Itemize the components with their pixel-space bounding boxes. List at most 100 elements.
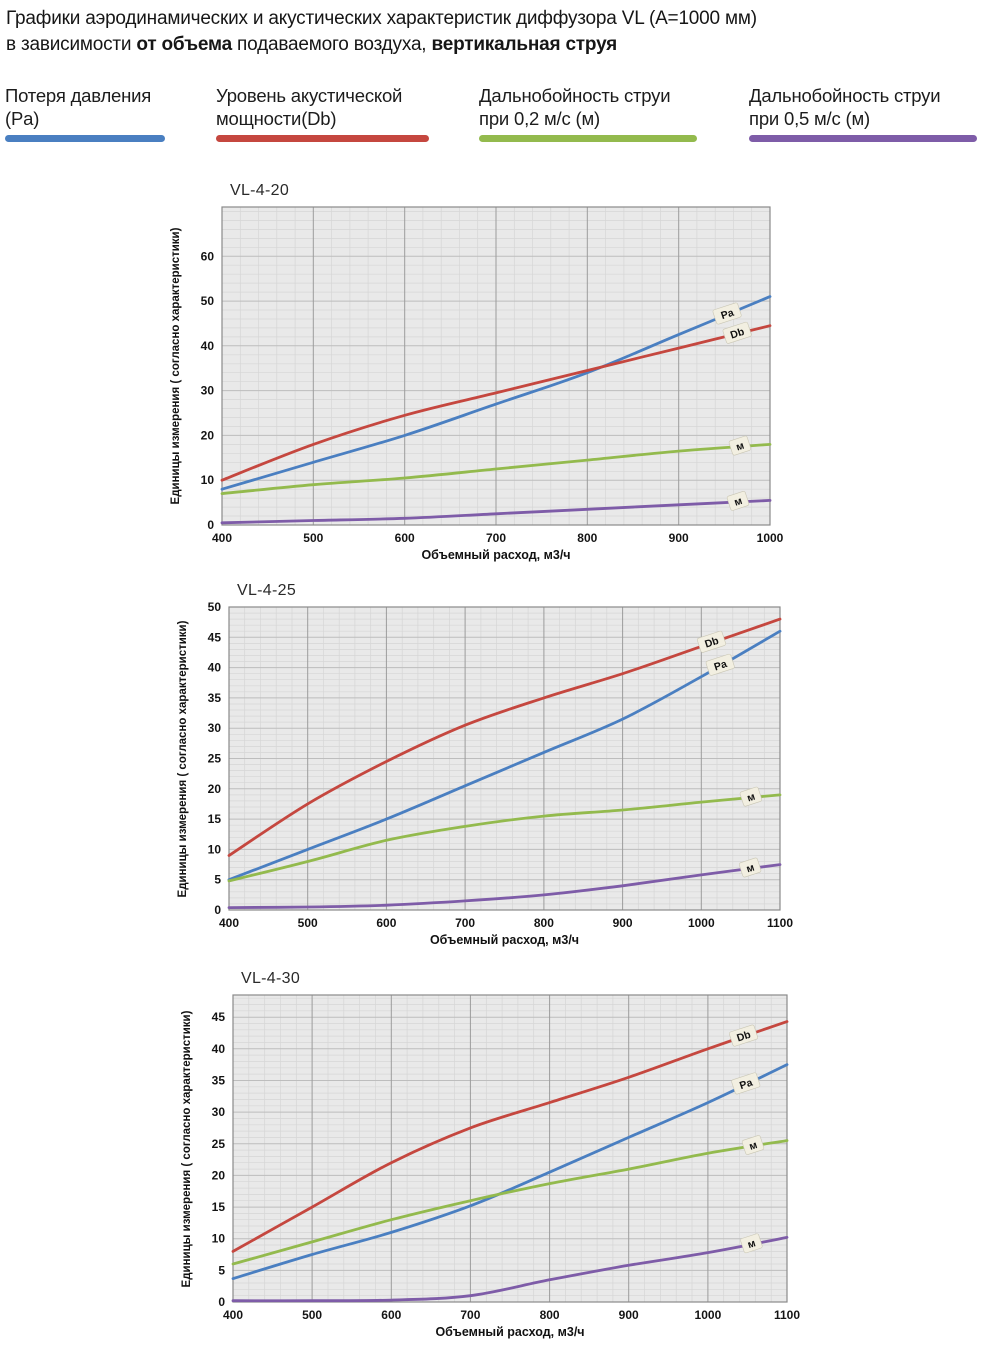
series-line-м — [231, 1139, 789, 1266]
x-tick-label: 1100 — [774, 1308, 800, 1322]
chart-title: VL-4-30 — [241, 970, 301, 987]
x-tick-label: 800 — [534, 916, 554, 930]
page-title-line2-text: в зависимости — [6, 34, 137, 55]
x-tick-label: 500 — [298, 916, 318, 930]
legend-label-line1: Дальнобойность струи — [479, 85, 671, 106]
series-label-Db: Db — [722, 321, 752, 344]
series-label-м: м — [740, 1233, 763, 1254]
x-tick-label: 1100 — [767, 916, 793, 930]
page-title-line2-bold1: от объема — [136, 34, 232, 55]
x-tick-label: 1000 — [757, 531, 784, 545]
chart-title: VL-4-20 — [230, 182, 290, 199]
legend-label-line2: при 0,2 м/с (м) — [479, 108, 600, 129]
svg-text:м: м — [746, 1237, 757, 1251]
x-tick-label: 900 — [669, 531, 689, 545]
plot-background — [233, 995, 787, 1302]
page-title: Графики аэродинамических и акустических … — [6, 6, 757, 58]
x-tick-label: 800 — [540, 1308, 560, 1322]
x-tick-label: 400 — [223, 1308, 243, 1322]
x-tick-label: 700 — [455, 916, 475, 930]
series-line-Db — [231, 1020, 789, 1253]
svg-text:Db: Db — [729, 326, 746, 342]
x-tick-label: 900 — [619, 1308, 639, 1322]
x-axis-title: Объемный расход, м3/ч — [435, 1325, 585, 1339]
svg-text:м: м — [735, 440, 746, 454]
series-line-м — [227, 863, 782, 909]
plot-border — [232, 994, 788, 1303]
x-axis-title: Объемный расход, м3/ч — [429, 933, 580, 947]
y-tick-label: 10 — [208, 842, 222, 856]
x-tick-label: 600 — [395, 531, 415, 545]
chart-title: VL-4-25 — [237, 582, 297, 599]
series-label-Db: Db — [729, 1024, 758, 1047]
page-title-line1: Графики аэродинамических и акустических … — [6, 8, 757, 29]
legend-color-bar-blue — [5, 135, 165, 142]
plot-border — [221, 206, 771, 526]
x-tick-label: 400 — [212, 531, 232, 545]
series-label-Pa: Pa — [705, 653, 735, 676]
plot-area: 0 5 10 15 20 25 30 35 40 45 50 400 500 600 700 800 900 10… — [208, 600, 794, 930]
legend-label-line2: при 0,5 м/с (м) — [749, 108, 870, 129]
y-tick-label: 50 — [208, 600, 222, 614]
plot-area: 0 5 10 15 20 25 30 35 40 45 400 500 600 700 800 900 1000… — [212, 994, 800, 1322]
x-tick-label: 1000 — [695, 1308, 722, 1322]
series-line-Pa — [227, 629, 782, 882]
legend-item-pressure-loss: Потеря давления (Pa) — [5, 84, 245, 142]
svg-text:м: м — [733, 495, 744, 509]
series-line-Pa — [220, 295, 772, 491]
series-line-Db — [220, 324, 772, 482]
y-tick-label: 0 — [214, 903, 221, 917]
y-tick-label: 45 — [208, 630, 222, 644]
x-tick-label: 600 — [376, 916, 396, 930]
legend-label-line2: (Pa) — [5, 108, 40, 129]
chart-vl-4-20: VL-4-20 Единицы измерения ( согласно хар… — [150, 178, 850, 570]
x-tick-label: 1000 — [688, 916, 715, 930]
series-label-м: м — [728, 435, 752, 456]
y-tick-label: 35 — [212, 1074, 226, 1088]
x-tick-label: 700 — [486, 531, 506, 545]
y-tick-label: 20 — [201, 428, 215, 442]
legend-color-bar-red — [216, 135, 429, 142]
y-tick-label: 20 — [208, 782, 222, 796]
series-line-м — [231, 1236, 789, 1303]
plot-area: 0 10 20 30 40 50 60 400 500 600 700 800 900 1000 Pa Db м… — [201, 206, 784, 545]
series-line-м — [227, 793, 782, 883]
y-tick-label: 25 — [212, 1137, 226, 1151]
page-title-line2-bold2: вертикальная струя — [431, 34, 618, 55]
x-tick-label: 500 — [303, 531, 323, 545]
svg-text:Pa: Pa — [713, 658, 729, 673]
series-label-м: м — [741, 1135, 765, 1155]
legend-color-bar-green — [479, 135, 697, 142]
y-tick-label: 20 — [212, 1168, 226, 1182]
x-tick-label: 500 — [302, 1308, 322, 1322]
x-tick-label: 400 — [219, 916, 239, 930]
series-line-м — [220, 499, 772, 525]
y-tick-label: 50 — [201, 294, 215, 308]
y-tick-label: 15 — [212, 1200, 226, 1214]
y-tick-label: 30 — [212, 1105, 226, 1119]
chart-vl-4-25: VL-4-25 Единицы измерения ( согласно хар… — [150, 570, 850, 960]
svg-text:Db: Db — [703, 635, 720, 651]
series-label-м: м — [726, 491, 750, 511]
svg-text:Pa: Pa — [719, 307, 735, 322]
svg-text:м: м — [746, 791, 757, 805]
y-tick-label: 30 — [208, 721, 222, 735]
series-label-м: м — [739, 786, 763, 807]
legend-item-jet-range-02: Дальнобойность струи при 0,2 м/с (м) — [479, 84, 719, 142]
legend-color-bar-purple — [749, 135, 977, 142]
y-tick-label: 30 — [201, 384, 215, 398]
y-tick-label: 25 — [208, 752, 222, 766]
y-tick-label: 40 — [208, 661, 222, 675]
x-tick-label: 900 — [613, 916, 633, 930]
chart-vl-4-30: VL-4-30 Единицы измерения ( согласно хар… — [150, 960, 850, 1362]
series-line-Db — [227, 617, 782, 857]
x-axis-title: Объемный расход, м3/ч — [421, 548, 571, 562]
y-tick-label: 0 — [218, 1295, 225, 1309]
svg-text:Db: Db — [735, 1029, 752, 1045]
series-label-Pa: Pa — [731, 1072, 761, 1095]
y-tick-label: 10 — [201, 473, 215, 487]
x-tick-label: 600 — [381, 1308, 401, 1322]
legend-label-line2: мощности(Db) — [216, 108, 337, 129]
plot-border — [228, 606, 781, 911]
legend-item-jet-range-05: Дальнобойность струи при 0,5 м/с (м) — [749, 84, 989, 142]
